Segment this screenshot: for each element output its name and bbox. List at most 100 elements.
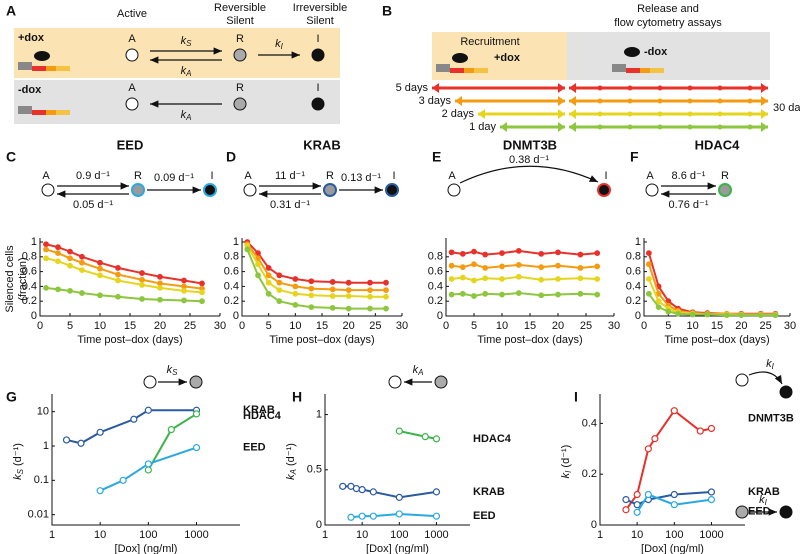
data-point xyxy=(139,276,145,283)
arrow xyxy=(459,165,599,184)
data-point xyxy=(292,276,299,282)
data-point xyxy=(633,501,641,509)
legend-label: KRAB xyxy=(243,404,275,416)
y-tick-label: 1 xyxy=(316,408,322,420)
data-point xyxy=(199,298,205,305)
x-axis-label: Time post–dox (days) xyxy=(477,334,582,346)
data-point xyxy=(757,312,764,319)
state-circle xyxy=(131,183,145,197)
x-axis-label: [Dox] (ng/ml) xyxy=(641,543,704,554)
rate-label: 0.31 d⁻¹ xyxy=(270,199,310,211)
sample-dot xyxy=(657,98,663,104)
data-point xyxy=(432,488,441,496)
data-point xyxy=(339,482,347,490)
data-point xyxy=(670,501,678,509)
y-tick-label: 0.8 xyxy=(626,251,641,263)
x-tick-label: 100 xyxy=(139,529,157,541)
panel-label: I xyxy=(574,389,578,405)
x-tick-label: 10 xyxy=(94,529,106,541)
data-point xyxy=(367,305,373,312)
phase-label: Recruitment xyxy=(460,36,519,48)
data-point xyxy=(181,277,187,284)
data-point xyxy=(622,506,630,514)
duration-label: 5 days xyxy=(396,82,429,94)
state-circle xyxy=(735,505,749,519)
state-circle xyxy=(385,183,399,197)
sample-dot xyxy=(657,111,663,117)
arrow-head xyxy=(500,122,565,132)
data-point xyxy=(329,293,336,299)
state-letter: I xyxy=(210,170,213,182)
y-tick-label: 10 xyxy=(37,406,49,418)
data-point xyxy=(308,292,315,299)
data-point xyxy=(633,490,641,499)
y-tick-label: 0.6 xyxy=(224,266,239,278)
data-point xyxy=(358,512,366,520)
state-letter: A xyxy=(244,170,252,182)
legend-label: KRAB xyxy=(473,486,505,498)
sample-dot xyxy=(627,124,633,130)
rate-sub: S xyxy=(172,368,178,377)
data-point xyxy=(55,244,61,251)
data-point xyxy=(67,287,73,294)
y-tick-label: 0.2 xyxy=(22,295,37,307)
y-axis-label: kA (d⁻¹) xyxy=(285,443,298,480)
rate-symbol: kA xyxy=(413,364,424,377)
y-tick-label: 1 xyxy=(43,440,49,452)
legend-label: HDAC4 xyxy=(243,410,282,422)
y-tick-label: 0 xyxy=(437,310,443,322)
sample-dot xyxy=(627,98,633,104)
condition-label: +dox xyxy=(494,52,521,64)
state-circle xyxy=(311,48,325,62)
y-label-k: k xyxy=(12,474,24,480)
data-point xyxy=(655,304,662,311)
x-tick-label: 0 xyxy=(37,320,43,332)
data-point xyxy=(292,302,299,308)
sample-dot xyxy=(687,124,693,130)
x-axis-label: [Dox] (ng/ml) xyxy=(115,543,178,554)
data-point xyxy=(139,270,145,276)
y-label-unit: (d⁻¹) xyxy=(560,445,572,471)
x-tick-label: 10 xyxy=(356,529,368,541)
data-point xyxy=(67,262,73,269)
data-point xyxy=(345,305,352,312)
rate-label: 11 d⁻¹ xyxy=(275,170,305,182)
panel-label: E xyxy=(432,149,441,165)
state-circle xyxy=(323,183,337,197)
x-tick-label: 15 xyxy=(711,320,723,332)
state-header: Reversible xyxy=(214,2,266,14)
data-point xyxy=(308,304,315,311)
state-circle xyxy=(311,97,325,111)
data-point xyxy=(482,290,489,297)
state-header: Silent xyxy=(306,15,334,27)
x-tick-label: 25 xyxy=(760,320,772,332)
data-point xyxy=(139,282,145,288)
sample-dot xyxy=(747,111,753,117)
state-circle xyxy=(645,183,659,197)
data-point xyxy=(115,293,121,300)
data-point xyxy=(255,272,261,279)
sample-dot xyxy=(597,124,603,130)
y-tick-label: 0.6 xyxy=(626,266,641,278)
y-label-k: k xyxy=(560,472,572,478)
data-point xyxy=(471,277,477,284)
data-point xyxy=(555,291,561,298)
data-point xyxy=(707,488,716,496)
x-tick-label: 30 xyxy=(784,320,796,332)
chart-title: KRAB xyxy=(303,137,341,152)
data-point xyxy=(192,443,201,452)
data-point xyxy=(448,262,455,269)
data-point xyxy=(55,250,61,257)
data-point xyxy=(538,264,545,271)
data-point xyxy=(276,279,283,286)
data-point xyxy=(482,265,489,271)
sample-dot xyxy=(747,85,753,91)
axis-line xyxy=(445,238,614,317)
data-point xyxy=(577,251,584,258)
data-point xyxy=(97,292,103,299)
data-point xyxy=(645,261,652,268)
data-point xyxy=(192,410,201,418)
rate-k: k xyxy=(181,65,187,77)
data-point xyxy=(665,308,672,315)
data-point xyxy=(622,496,630,504)
